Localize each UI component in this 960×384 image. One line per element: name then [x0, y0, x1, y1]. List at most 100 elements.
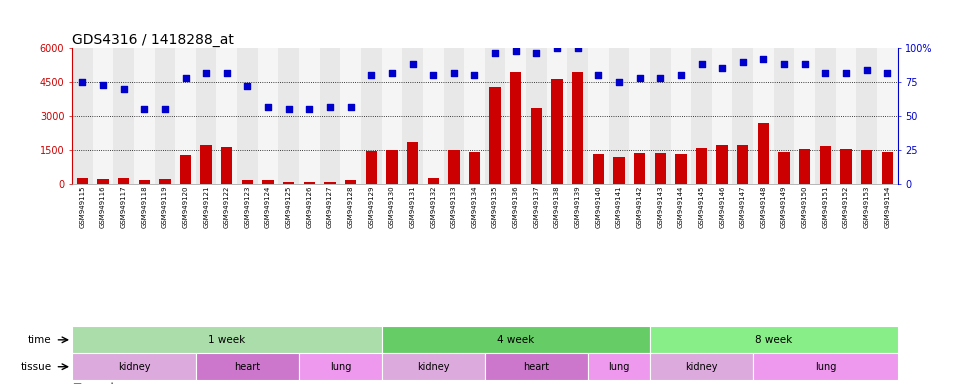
Text: lung: lung: [329, 362, 351, 372]
Bar: [133, 48, 155, 184]
Text: ■: ■: [72, 382, 82, 384]
Text: heart: heart: [234, 362, 260, 372]
Bar: [201, 144, 212, 184]
Point: [405, 61, 420, 68]
Bar: [340, 48, 361, 184]
Bar: [609, 48, 630, 184]
Text: tissue: tissue: [20, 362, 51, 372]
Text: 1 week: 1 week: [208, 335, 246, 345]
Bar: [196, 353, 300, 380]
Bar: [485, 353, 588, 380]
Bar: [613, 157, 625, 184]
Bar: [299, 48, 320, 184]
Text: kidney: kidney: [118, 362, 150, 372]
Bar: [366, 151, 377, 184]
Bar: [881, 152, 893, 184]
Point: [240, 83, 255, 89]
Text: lung: lung: [609, 362, 630, 372]
Bar: [526, 48, 546, 184]
Point: [301, 106, 317, 113]
Point: [384, 70, 399, 76]
Bar: [737, 145, 749, 184]
Point: [694, 61, 709, 68]
Point: [364, 72, 379, 78]
Bar: [840, 149, 852, 184]
Point: [260, 104, 276, 110]
Bar: [180, 155, 191, 184]
Bar: [283, 182, 295, 184]
Bar: [592, 154, 604, 184]
Bar: [299, 353, 381, 380]
Bar: [257, 48, 278, 184]
Bar: [386, 150, 397, 184]
Bar: [407, 142, 419, 184]
Point: [632, 75, 647, 81]
Bar: [92, 48, 113, 184]
Point: [756, 56, 771, 62]
Bar: [320, 48, 340, 184]
Point: [612, 79, 627, 85]
Text: 4 week: 4 week: [497, 335, 535, 345]
Point: [590, 72, 606, 78]
Bar: [468, 152, 480, 184]
Bar: [696, 148, 708, 184]
Bar: [655, 154, 666, 184]
Bar: [155, 48, 175, 184]
Point: [157, 106, 173, 113]
Bar: [670, 48, 691, 184]
Bar: [588, 48, 609, 184]
Bar: [588, 353, 650, 380]
Bar: [485, 48, 505, 184]
Bar: [303, 182, 315, 184]
Bar: [799, 149, 810, 184]
Bar: [216, 48, 237, 184]
Point: [653, 75, 668, 81]
Bar: [237, 48, 257, 184]
Bar: [754, 353, 898, 380]
Bar: [402, 48, 422, 184]
Point: [323, 104, 338, 110]
Bar: [650, 326, 898, 353]
Text: count: count: [87, 382, 115, 384]
Point: [570, 45, 586, 51]
Bar: [716, 145, 728, 184]
Bar: [757, 123, 769, 184]
Point: [467, 72, 482, 78]
Bar: [634, 154, 645, 184]
Text: GDS4316 / 1418288_at: GDS4316 / 1418288_at: [72, 33, 234, 47]
Point: [178, 75, 193, 81]
Text: kidney: kidney: [685, 362, 718, 372]
Bar: [427, 178, 439, 184]
Bar: [138, 180, 150, 184]
Bar: [795, 48, 815, 184]
Bar: [345, 180, 356, 184]
Bar: [567, 48, 588, 184]
Bar: [815, 48, 835, 184]
Bar: [835, 48, 856, 184]
Bar: [547, 48, 567, 184]
Bar: [118, 178, 130, 184]
Text: kidney: kidney: [417, 362, 449, 372]
Bar: [175, 48, 196, 184]
Bar: [531, 108, 542, 184]
Bar: [242, 180, 253, 184]
Bar: [382, 326, 650, 353]
Bar: [754, 48, 774, 184]
Bar: [650, 48, 670, 184]
Text: time: time: [28, 335, 51, 345]
Bar: [444, 48, 465, 184]
Bar: [779, 152, 790, 184]
Bar: [72, 353, 196, 380]
Point: [116, 86, 132, 92]
Point: [714, 65, 730, 71]
Bar: [691, 48, 712, 184]
Bar: [820, 146, 831, 184]
Point: [818, 70, 833, 76]
Bar: [361, 48, 381, 184]
Bar: [382, 353, 485, 380]
Point: [199, 70, 214, 76]
Bar: [465, 48, 485, 184]
Bar: [650, 353, 754, 380]
Point: [425, 72, 441, 78]
Point: [859, 67, 875, 73]
